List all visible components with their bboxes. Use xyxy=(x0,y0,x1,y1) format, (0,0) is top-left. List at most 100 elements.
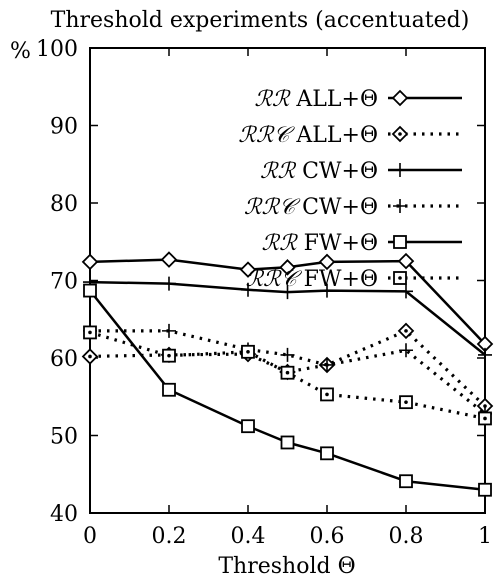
data-point xyxy=(478,347,492,362)
data-point xyxy=(241,419,255,434)
data-point-shape xyxy=(83,283,97,298)
data-point-dot xyxy=(88,354,92,359)
data-point xyxy=(160,251,178,268)
data-point xyxy=(239,261,257,278)
data-point xyxy=(399,284,413,299)
data-point xyxy=(83,283,97,298)
series-group xyxy=(81,251,494,497)
legend-label-prefix: ℛℛ xyxy=(262,231,299,256)
legend-swatch-marker-dot xyxy=(398,132,402,136)
data-point xyxy=(280,285,295,300)
data-point-shape xyxy=(397,252,415,270)
legend-item: ℛℛ𝒞 ALL+Θ xyxy=(238,123,462,148)
axis-ticks: 40 50 60 70 80 90 100 0 0.2 0.4 0.6 0.8 1 xyxy=(36,37,492,549)
legend-label: ℛℛ𝒞 ALL+Θ xyxy=(238,123,378,148)
data-point xyxy=(478,482,492,497)
x-tick-label: 0.2 xyxy=(152,524,187,549)
x-tick-label: 0.8 xyxy=(389,524,424,549)
data-point-dot xyxy=(167,353,171,358)
data-point xyxy=(397,252,415,270)
data-point xyxy=(478,411,492,426)
data-point-shape xyxy=(320,446,334,461)
data-point-shape xyxy=(318,253,336,271)
legend-item: ℛℛ ALL+Θ xyxy=(254,87,462,112)
legend-swatch-marker-shape xyxy=(391,89,409,107)
data-point-shape xyxy=(280,435,295,450)
data-point xyxy=(279,259,296,276)
chart-title: Threshold experiments (accentuated) xyxy=(51,8,470,33)
data-point-shape xyxy=(160,251,178,268)
legend-label-prefix: ℛℛ𝒞 xyxy=(246,267,303,292)
data-point xyxy=(81,348,99,365)
legend-label-text: FW+Θ xyxy=(297,231,378,256)
data-point xyxy=(81,253,99,271)
data-point xyxy=(280,365,295,380)
legend-label-text: ALL+Θ xyxy=(289,123,378,148)
y-tick-label: 100 xyxy=(36,37,78,62)
series-4 xyxy=(83,283,492,497)
data-point xyxy=(162,276,176,291)
data-point-shape xyxy=(279,259,296,276)
data-point xyxy=(241,344,255,359)
data-point-dot xyxy=(483,404,487,408)
data-point xyxy=(397,322,415,340)
legend-label-prefix: ℛℛ xyxy=(254,87,291,112)
legend-label-text: CW+Θ xyxy=(295,195,378,220)
data-point-dot xyxy=(88,330,92,335)
data-point-dot xyxy=(246,350,250,354)
x-tick-label: 0.4 xyxy=(231,524,266,549)
legend-label: ℛℛ ALL+Θ xyxy=(254,87,378,112)
data-point-shape xyxy=(478,482,492,497)
data-point xyxy=(280,435,295,450)
data-point-shape xyxy=(239,261,257,278)
y-axis-label: % xyxy=(10,39,31,64)
legend-swatch-marker xyxy=(393,163,407,177)
legend-label: ℛℛ FW+Θ xyxy=(262,231,378,256)
legend-label-text: CW+Θ xyxy=(295,159,378,184)
legend-label: ℛℛ𝒞 CW+Θ xyxy=(244,195,378,220)
data-point xyxy=(318,253,336,271)
series-2 xyxy=(83,275,492,362)
legend-label-prefix: ℛℛ𝒞 xyxy=(238,123,295,148)
legend-swatch-marker-shape xyxy=(393,235,407,249)
y-tick-label: 60 xyxy=(50,347,78,372)
legend-label-text: ALL+Θ xyxy=(289,87,378,112)
data-point xyxy=(399,343,413,358)
data-point xyxy=(162,382,176,397)
legend-swatch-marker xyxy=(393,199,407,213)
y-tick-label: 80 xyxy=(50,192,78,217)
data-point-dot xyxy=(404,400,408,404)
data-point xyxy=(320,283,334,298)
data-point-dot xyxy=(483,416,487,421)
legend-label: ℛℛ𝒞 FW+Θ xyxy=(246,267,379,292)
data-point-shape xyxy=(162,382,176,397)
data-point xyxy=(320,387,334,402)
series-line xyxy=(89,289,486,492)
data-point-shape xyxy=(399,474,413,489)
legend-item: ℛℛ CW+Θ xyxy=(260,159,462,184)
legend-label: ℛℛ CW+Θ xyxy=(260,159,378,184)
legend-item: ℛℛ FW+Θ xyxy=(262,231,462,256)
data-point xyxy=(162,348,176,363)
y-tick-label: 40 xyxy=(50,502,78,527)
legend-label-text: FW+Θ xyxy=(297,267,378,292)
data-point xyxy=(83,325,97,340)
data-point-dot xyxy=(404,329,408,333)
legend-label-prefix: ℛℛ𝒞 xyxy=(244,195,301,220)
data-point-shape xyxy=(241,419,255,434)
data-point xyxy=(320,357,334,372)
x-tick-label: 0.6 xyxy=(310,524,345,549)
y-tick-label: 50 xyxy=(50,425,78,450)
data-point xyxy=(280,347,295,362)
legend-swatch-marker xyxy=(393,271,407,285)
legend-swatch-marker xyxy=(393,235,407,249)
y-tick-label: 70 xyxy=(50,270,78,295)
legend-swatch-marker xyxy=(391,125,409,143)
data-point xyxy=(162,323,176,338)
data-point xyxy=(320,446,334,461)
data-point xyxy=(241,282,255,297)
data-point-shape xyxy=(81,253,99,271)
data-point-dot xyxy=(325,392,329,397)
